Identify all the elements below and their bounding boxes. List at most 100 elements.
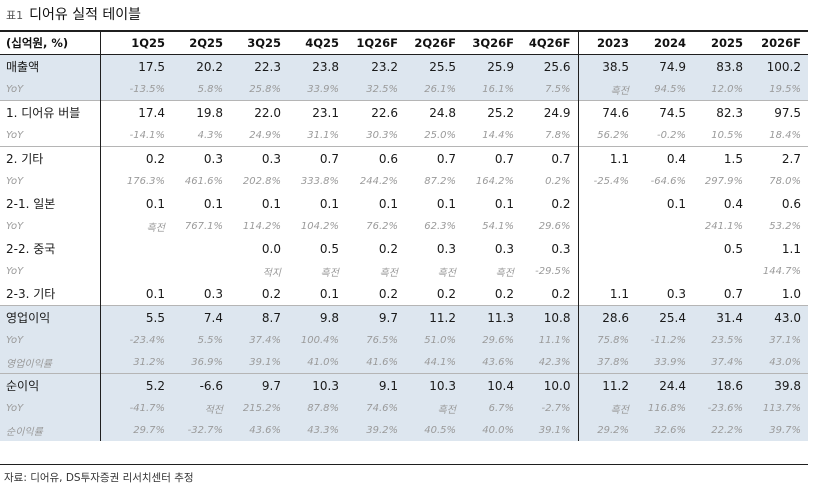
table-cell: 적전 xyxy=(172,397,230,419)
table-cell: 16.1% xyxy=(463,78,521,101)
table-cell: 29.2% xyxy=(577,419,636,441)
table-cell: 9.1 xyxy=(346,373,405,397)
column-header: 3Q25 xyxy=(230,32,288,55)
table-cell: 0.1 xyxy=(203,196,223,211)
table-cell: -23.4% xyxy=(99,329,172,351)
table-cell: 41.0% xyxy=(288,351,346,374)
table-cell: 39.1% xyxy=(521,419,578,441)
table-cell: 23.1 xyxy=(288,100,346,124)
column-header: 2024 xyxy=(636,32,693,55)
table-cell: 0.3 xyxy=(230,146,288,170)
table-cell: 31.4 xyxy=(693,305,750,329)
table-cell: 7.4 xyxy=(172,305,230,329)
table-cell: 0.1 xyxy=(261,196,281,211)
table-cell: 17.4 xyxy=(99,100,172,124)
table-cell: 0.2 xyxy=(99,146,172,170)
table-cell: 28.6 xyxy=(577,305,636,329)
table-cell: -14.1% xyxy=(99,124,172,147)
bottom-rule xyxy=(0,464,808,465)
table-cell: 0.6 xyxy=(781,196,801,211)
table-cell: 333.8% xyxy=(300,175,339,187)
table-cell: 7.5% xyxy=(521,78,578,101)
table-cell: 1.0 xyxy=(781,286,801,301)
table-cell: 0.7 xyxy=(288,146,346,170)
table-cell: 94.5% xyxy=(636,78,693,101)
table-cell: 25.8% xyxy=(230,78,288,101)
table-row-ratio: 영업이익률 31.2% 36.9% 39.1% 41.0% 41.6% 44.1% 43.6%… xyxy=(0,351,808,374)
table-cell: 164.2% xyxy=(475,175,514,187)
table-cell: 39.8 xyxy=(750,373,808,397)
table-cell: 32.5% xyxy=(346,78,405,101)
column-header: 4Q26F xyxy=(521,32,578,55)
table-cell: -0.2% xyxy=(656,129,686,141)
table-cell: 25.2 xyxy=(463,100,521,124)
row-label: YoY xyxy=(6,265,24,277)
table-cell: 0.5 xyxy=(723,241,743,256)
table-cell: 흑전 xyxy=(320,267,339,279)
table-row-ratio: YoY -23.4% 5.5% 37.4% 100.4% 76.5% 51.0% 29.6% 1… xyxy=(0,329,808,351)
column-header: 1Q25 xyxy=(99,32,172,55)
table-cell: 23.2 xyxy=(346,54,405,78)
table-cell: 9.7 xyxy=(230,373,288,397)
table-cell: 29.6% xyxy=(463,329,521,351)
table-cell: 10.4 xyxy=(463,373,521,397)
table-cell: 20.2 xyxy=(172,54,230,78)
table-cell: 113.7% xyxy=(750,397,808,419)
table-cell: 74.6 xyxy=(577,100,636,124)
table-cell: 흑전 xyxy=(577,78,636,101)
table-cell: 11.3 xyxy=(463,305,521,329)
table-cell: 42.3% xyxy=(521,351,578,374)
table-row: 순이익 5.2 -6.6 9.7 10.3 9.1 10.3 10.4 10.0 11.2 24.4… xyxy=(0,373,808,397)
table-cell: 244.2% xyxy=(359,175,398,187)
table-cell: 0.1 xyxy=(666,196,686,211)
table-cell: 0.4 xyxy=(636,146,693,170)
table-cell xyxy=(693,260,750,282)
table-cell: 22.0 xyxy=(230,100,288,124)
table-cell: 43.0 xyxy=(750,305,808,329)
table-cell: 12.0% xyxy=(693,78,750,101)
table-row: 매출액 17.5 20.2 22.3 23.8 23.2 25.5 25.9 25.6 38.5 7… xyxy=(0,54,808,78)
table-cell: 11.1% xyxy=(521,329,578,351)
table-cell: 39.7% xyxy=(750,419,808,441)
row-label: 매출액 xyxy=(0,54,100,78)
table-cell: 37.8% xyxy=(577,351,636,374)
table-cell: 4.3% xyxy=(197,129,223,141)
row-label: 영업이익 xyxy=(0,305,100,329)
table-cell: 1.1 xyxy=(577,146,636,170)
table-cell: 0.3 xyxy=(203,286,223,301)
column-header: 2026F xyxy=(750,32,808,55)
table-cell: 0.2 xyxy=(261,286,281,301)
table-cell: 29.7% xyxy=(99,419,172,441)
table-cell: 97.5 xyxy=(750,100,808,124)
table-cell: 19.8 xyxy=(172,100,230,124)
row-label: 2-1. 일본 xyxy=(6,197,56,211)
table-cell xyxy=(577,192,636,215)
table-cell: 9.7 xyxy=(346,305,405,329)
table-cell: 30.3% xyxy=(366,129,398,141)
table-cell: 22.2% xyxy=(693,419,750,441)
table-title-text: 디어유 실적 테이블 xyxy=(29,7,142,23)
row-label: YoY xyxy=(6,175,24,187)
table-cell: 40.5% xyxy=(405,419,463,441)
table-title: 표1 디어유 실적 테이블 xyxy=(6,5,141,25)
row-label: YoY xyxy=(0,78,100,101)
table-cell: 7.8% xyxy=(545,129,571,141)
table-row-ratio: YoY -13.5% 5.8% 25.8% 33.9% 32.5% 26.1% 16.1% 7.… xyxy=(0,78,808,101)
table-cell: 24.9% xyxy=(249,129,281,141)
table-cell xyxy=(577,260,636,282)
table-cell: 5.5 xyxy=(99,305,172,329)
table-cell: 32.6% xyxy=(636,419,693,441)
table-cell: 10.3 xyxy=(405,373,463,397)
table-cell: 0.1 xyxy=(436,196,456,211)
table-row-ratio: YoY 적지 흑전 흑전 흑전 흑전 -29.5% 144.7% xyxy=(0,260,808,282)
table-row: 2. 기타 0.2 0.3 0.3 0.7 0.6 0.7 0.7 0.7 1.1 0.4 1.5 2.… xyxy=(0,146,808,170)
table-cell: -2.7% xyxy=(521,397,578,419)
table-cell xyxy=(99,237,172,260)
column-header: 2023 xyxy=(577,32,636,55)
table-cell: 흑전 xyxy=(99,215,172,237)
row-label: 순이익률 xyxy=(0,419,100,441)
table-row: 1. 디어유 버블 17.4 19.8 22.0 23.1 22.6 24.8 25.2 24.… xyxy=(0,100,808,124)
table-cell: 767.1% xyxy=(184,220,223,232)
table-cell: 297.9% xyxy=(704,175,743,187)
top-rule xyxy=(0,30,808,32)
